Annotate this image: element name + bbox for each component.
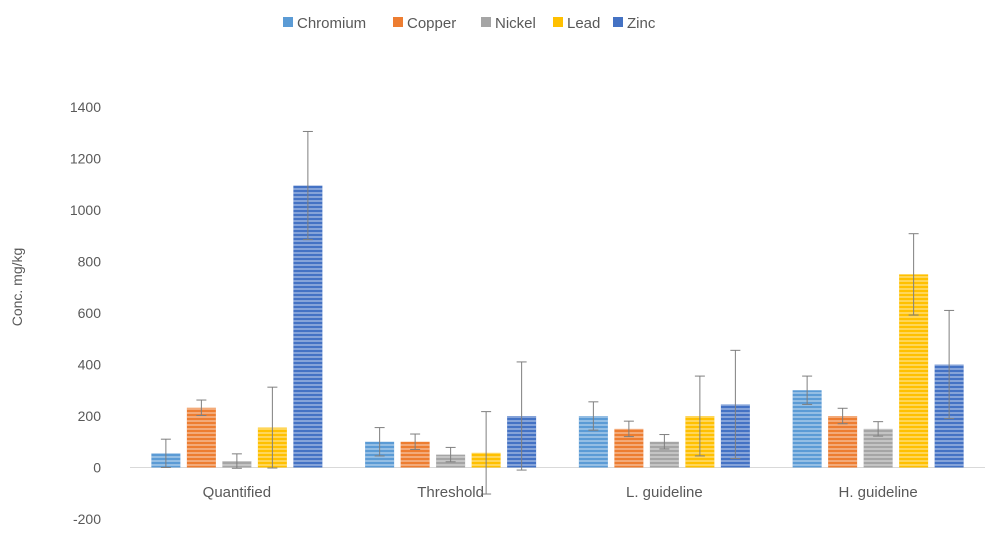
y-tick-label: 1200 (70, 151, 101, 167)
legend-label: Copper (407, 15, 456, 32)
legend: Chromium Copper Nickel Lead Zinc (283, 15, 656, 32)
x-axis-ticks: Quantified Threshold L. guideline H. guidel… (203, 484, 918, 501)
x-tick-label: Threshold (417, 484, 484, 501)
legend-label: Chromium (297, 15, 366, 32)
x-tick-label: Quantified (203, 484, 271, 501)
y-axis-label: Conc. mg/kg (9, 248, 25, 327)
y-tick-label: -200 (73, 511, 101, 527)
y-tick-label: 0 (93, 460, 101, 476)
y-tick-label: 1000 (70, 202, 101, 218)
y-axis-ticks: -200 0 200 400 600 800 1000 1200 1400 (70, 99, 101, 527)
y-tick-label: 400 (78, 357, 102, 373)
legend-label: Lead (567, 15, 600, 32)
legend-swatch (613, 17, 623, 27)
x-tick-label: H. guideline (839, 484, 918, 501)
bar-texture (828, 416, 858, 468)
legend-swatch (283, 17, 293, 27)
y-tick-label: 1400 (70, 99, 101, 115)
legend-label: Zinc (627, 15, 656, 32)
legend-swatch (393, 17, 403, 27)
error-bars (160, 130, 955, 495)
y-tick-label: 800 (78, 254, 102, 270)
legend-label: Nickel (495, 15, 536, 32)
bars (151, 185, 964, 468)
legend-swatch (553, 17, 563, 27)
y-tick-label: 600 (78, 305, 102, 321)
bar-texture (186, 407, 216, 468)
legend-swatch (481, 17, 491, 27)
y-tick-label: 200 (78, 408, 102, 424)
x-tick-label: L. guideline (626, 484, 703, 501)
